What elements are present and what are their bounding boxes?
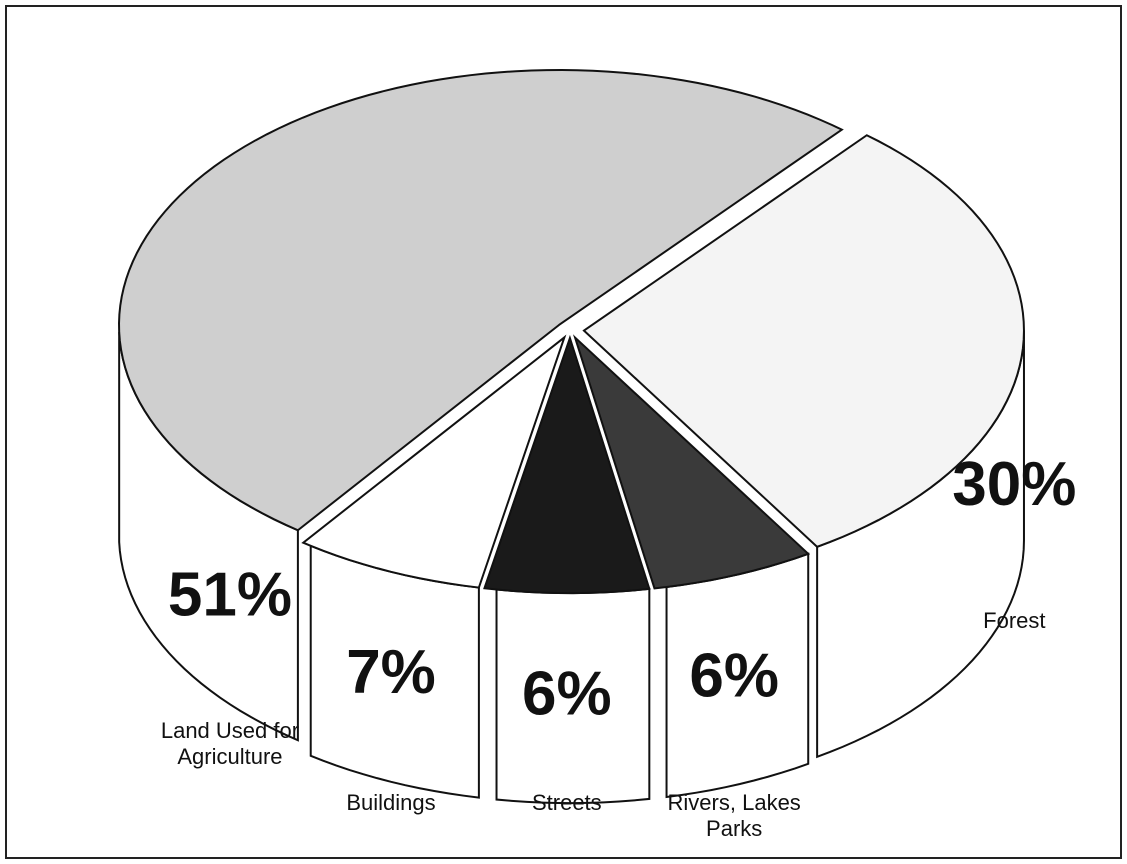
value-label: 6%	[522, 659, 612, 728]
category-label: Land Used for Agriculture	[150, 718, 310, 770]
category-label: Streets	[487, 790, 647, 816]
category-label: Buildings	[311, 790, 471, 816]
value-label: 6%	[689, 642, 779, 711]
category-label: Rivers, Lakes Parks	[654, 790, 814, 842]
value-label: 7%	[346, 638, 436, 707]
value-label: 30%	[952, 450, 1076, 519]
category-label: Forest	[934, 608, 1094, 634]
value-label: 51%	[168, 561, 292, 630]
chart: 51% 30% 7% 6% 6% Land Used for Agriculture Fo…	[0, 0, 1127, 864]
